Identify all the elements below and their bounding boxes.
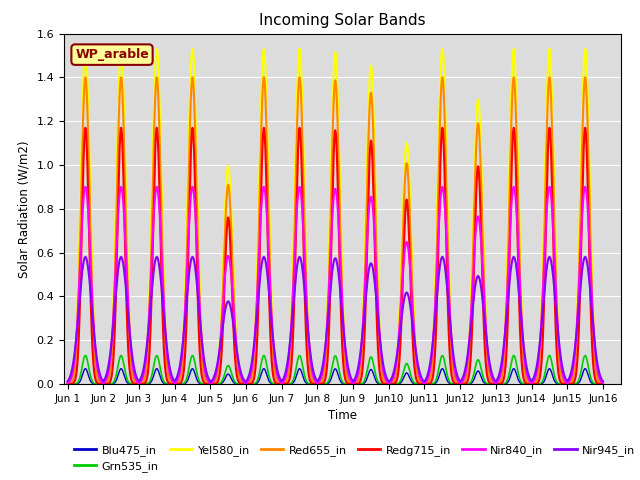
Text: WP_arable: WP_arable <box>75 48 149 61</box>
X-axis label: Time: Time <box>328 409 357 422</box>
Title: Incoming Solar Bands: Incoming Solar Bands <box>259 13 426 28</box>
Legend: Blu475_in, Grn535_in, Yel580_in, Red655_in, Redg715_in, Nir840_in, Nir945_in: Blu475_in, Grn535_in, Yel580_in, Red655_… <box>70 440 640 477</box>
Y-axis label: Solar Radiation (W/m2): Solar Radiation (W/m2) <box>18 140 31 277</box>
